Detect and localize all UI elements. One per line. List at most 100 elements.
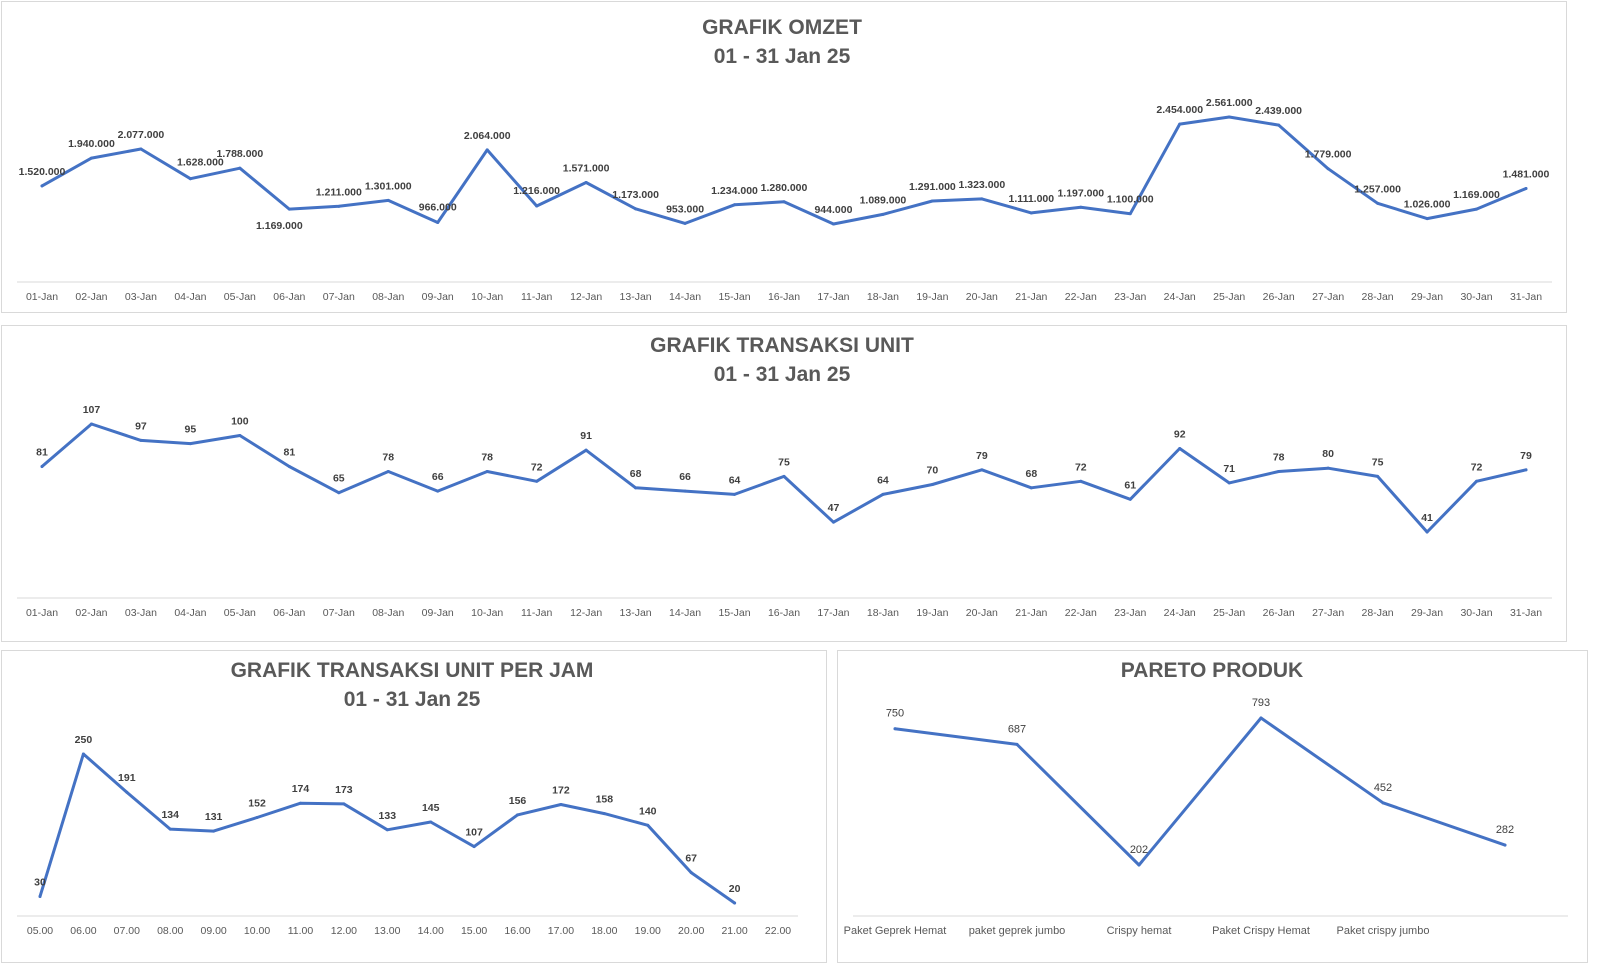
x-tick-label: 27-Jan [1312,607,1344,619]
x-tick-label: 09-Jan [422,607,454,619]
data-point [831,520,835,524]
data-label: 20 [729,883,741,895]
data-label: 152 [248,797,266,809]
data-label: 2.077.000 [118,129,165,141]
data-point [1524,186,1528,190]
data-label: 66 [432,471,444,483]
x-tick-label: 21-Jan [1015,607,1047,619]
data-label: 71 [1223,463,1235,475]
x-tick-label: 02-Jan [75,607,107,619]
x-tick-label: 13-Jan [620,291,652,303]
x-tick-label: 07.00 [114,925,140,937]
data-point [1376,474,1380,478]
x-tick-label: 05-Jan [224,291,256,303]
chart-title: GRAFIK OMZET [702,16,862,39]
chart-panel-omzet: GRAFIK OMZET 01 - 31 Jan 25 01-Jan 02-Jan… [1,1,1567,313]
data-point [535,204,539,208]
data-point [733,492,737,496]
data-point [683,221,687,225]
x-tick-label: 24-Jan [1164,291,1196,303]
data-point [980,468,984,472]
x-tick-label: 03-Jan [125,291,157,303]
x-tick-label: Paket crispy jumbo [1337,925,1430,937]
data-point [689,871,693,875]
x-tick-label: 15-Jan [718,291,750,303]
data-point [1475,479,1479,483]
x-tick-label: 23-Jan [1114,607,1146,619]
data-point [1079,205,1083,209]
data-point [287,465,291,469]
data-label: 97 [135,420,147,432]
data-label: 70 [927,465,939,477]
x-tick-label: 16-Jan [768,607,800,619]
x-tick-label: 09-Jan [422,291,454,303]
x-tick-label: 20-Jan [966,607,998,619]
data-label: 64 [729,474,741,486]
x-tick-label: 12-Jan [570,607,602,619]
x-tick-label: 01-Jan [26,291,58,303]
data-label: 1.481.000 [1503,168,1550,180]
data-point [212,829,216,833]
data-label: 1.211.000 [316,186,362,198]
x-tick-label: 20.00 [678,925,704,937]
x-tick-label: 06-Jan [273,291,305,303]
x-tick-label: 31-Jan [1510,291,1542,303]
data-label: 2.439.000 [1255,105,1302,117]
data-label: 2.064.000 [464,130,511,142]
chart-panel-transaksi-unit: GRAFIK TRANSAKSI UNIT 01 - 31 Jan 25 01-… [1,325,1567,642]
x-tick-label: paket geprek jumbo [969,925,1066,937]
x-tick-label: 28-Jan [1362,607,1394,619]
x-tick-label: 19-Jan [916,291,948,303]
x-tick-label: 15-Jan [718,607,750,619]
data-point [634,486,638,490]
x-tick-label: 26-Jan [1263,291,1295,303]
data-point [584,448,588,452]
data-label: 1.628.000 [177,157,224,169]
data-label: 452 [1374,782,1392,794]
data-point [168,827,172,831]
x-tick-label: 27-Jan [1312,291,1344,303]
data-label: 2.561.000 [1206,97,1253,109]
data-label: 66 [679,471,691,483]
chart-title: PARETO PRODUK [1121,659,1303,682]
x-tick-label: 14.00 [418,925,444,937]
data-point [1015,742,1019,746]
pareto-produk-line-chart: PARETO PRODUK Paket Geprek Hemat paket ge… [844,659,1568,937]
data-point [1326,167,1330,171]
x-tick-label: 30-Jan [1460,607,1492,619]
data-point [584,181,588,185]
data-label: 250 [75,734,93,746]
data-point [1326,466,1330,470]
x-tick-label: 04-Jan [174,291,206,303]
data-label: 282 [1496,824,1514,836]
x-tick-label: 19-Jan [916,607,948,619]
x-tick-label: 09.00 [201,925,227,937]
x-tick-label: 10-Jan [471,291,503,303]
data-point [238,166,242,170]
data-label: 107 [465,827,483,839]
data-label: 1.323.000 [959,179,1006,191]
x-tick-label: 04-Jan [174,607,206,619]
data-point [1381,801,1385,805]
data-point [125,790,129,794]
data-label: 100 [231,415,249,427]
data-point [89,422,93,426]
x-tick-label: 16.00 [504,925,530,937]
data-point [1475,207,1479,211]
data-label: 1.257.000 [1354,183,1401,195]
x-tick-label: 17.00 [548,925,574,937]
chart-subtitle: 01 - 31 Jan 25 [714,45,851,68]
data-label: 107 [83,404,101,416]
data-label: 158 [596,794,614,806]
chart-subtitle: 01 - 31 Jan 25 [344,688,481,711]
x-tick-label: 12-Jan [570,291,602,303]
data-point [1227,481,1231,485]
data-label: 172 [552,785,570,797]
data-point [602,812,606,816]
data-point [81,752,85,756]
x-tick-label: 06-Jan [273,607,305,619]
data-label: 145 [422,802,440,814]
data-point [1079,479,1083,483]
data-label: 2.454.000 [1156,104,1203,116]
x-tick-label: 13.00 [374,925,400,937]
